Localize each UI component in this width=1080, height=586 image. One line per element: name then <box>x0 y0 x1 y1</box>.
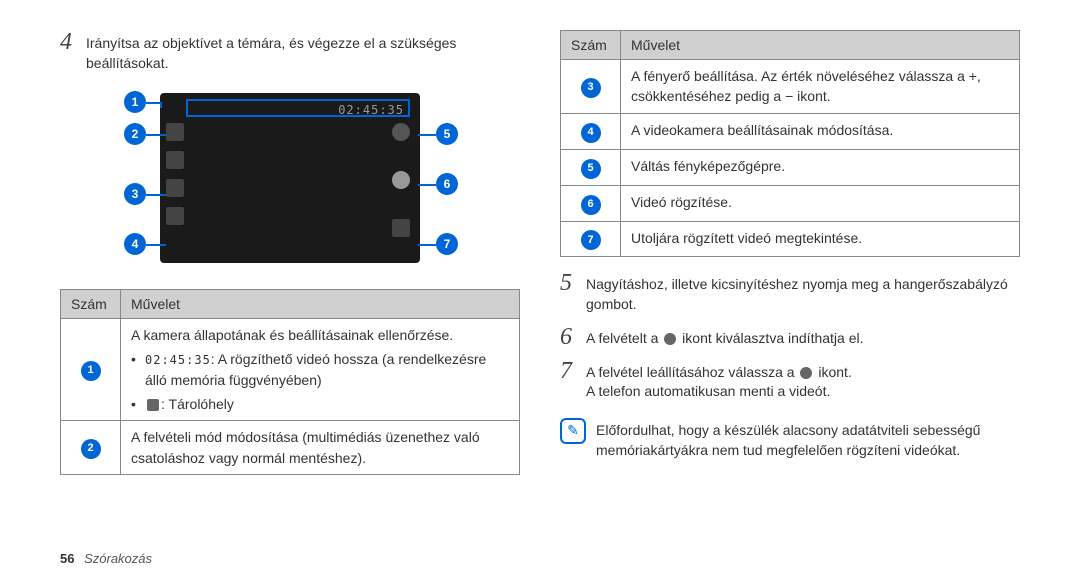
table-row: 7 Utoljára rögzített videó megtekintése. <box>561 221 1020 257</box>
mode-icon <box>166 123 184 141</box>
camera-screen: 02:45:35 <box>160 93 420 263</box>
callout-2: 2 <box>124 123 146 145</box>
step-7: 7 A felvétel leállításához válassza a ik… <box>560 359 1020 402</box>
step7-pre: A felvétel leállításához válassza a <box>586 364 798 380</box>
bullet-row: • 02:45:35: A rögzíthető videó hossza (a… <box>131 349 509 390</box>
left-column: 4 Irányítsa az objektívet a témára, és v… <box>60 30 520 566</box>
table-row: 2 A felvételi mód módosítása (multimédiá… <box>61 421 520 475</box>
page-footer: 56 Szórakozás <box>60 551 152 566</box>
callout-line <box>418 184 436 186</box>
table-row: 5 Váltás fényképezőgépre. <box>561 149 1020 185</box>
step7-post: ikont. <box>814 364 851 380</box>
table-row: 1 A kamera állapotának és beállításainak… <box>61 319 520 421</box>
section-title: Szórakozás <box>84 551 152 566</box>
row7-desc: Utoljára rögzített videó megtekintése. <box>621 221 1020 257</box>
badge-3: 3 <box>581 78 601 98</box>
callout-line <box>418 244 436 246</box>
callout-line <box>146 194 166 196</box>
step-number: 4 <box>60 30 78 54</box>
table-header-op: Művelet <box>621 31 1020 60</box>
note-box: ✎ Előfordulhat, hogy a készülék alacsony… <box>560 418 1020 461</box>
step-number: 5 <box>560 271 578 295</box>
bullet-row: • : Tárolóhely <box>131 394 509 414</box>
rec-time: 02:45:35 <box>338 103 404 117</box>
table-row: 6 Videó rögzítése. <box>561 185 1020 221</box>
b2-text: : Tárolóhely <box>161 396 234 412</box>
callout-line <box>418 134 436 136</box>
callout-4: 4 <box>124 233 146 255</box>
scn-icon <box>166 151 184 169</box>
callout-1: 1 <box>124 91 146 113</box>
row5-desc: Váltás fényképezőgépre. <box>621 149 1020 185</box>
note-icon: ✎ <box>560 418 586 444</box>
step-text: Nagyításhoz, illetve kicsinyítéshez nyom… <box>586 271 1020 314</box>
right-table: Szám Művelet 3 A fényerő beállítása. Az … <box>560 30 1020 257</box>
badge-1: 1 <box>81 361 101 381</box>
step-5: 5 Nagyításhoz, illetve kicsinyítéshez ny… <box>560 271 1020 314</box>
right-column: Szám Művelet 3 A fényerő beállítása. Az … <box>560 30 1020 566</box>
table-row: 3 A fényerő beállítása. Az érték növelés… <box>561 60 1020 114</box>
badge-4: 4 <box>581 123 601 143</box>
left-table: Szám Művelet 1 A kamera állapotának és b… <box>60 289 520 475</box>
step-text: A felvételt a ikont kiválasztva indíthat… <box>586 325 864 349</box>
storage-icon <box>147 399 159 411</box>
row2-desc: A felvételi mód módosítása (multimédiás … <box>121 421 520 475</box>
switch-camera-icon <box>392 123 410 141</box>
step-6: 6 A felvételt a ikont kiválasztva indíth… <box>560 325 1020 349</box>
row1-desc: A kamera állapotának és beállításainak e… <box>131 325 509 345</box>
table-header-num: Szám <box>561 31 621 60</box>
row6-desc: Videó rögzítése. <box>621 185 1020 221</box>
table-header-num: Szám <box>61 290 121 319</box>
callout-line <box>160 102 162 108</box>
camera-diagram: 02:45:35 1 2 3 4 5 6 <box>100 93 480 273</box>
shutter-icon <box>392 171 410 189</box>
lcd-code: 02:45:35 <box>145 353 211 367</box>
exposure-icon <box>166 179 184 197</box>
table-header-op: Művelet <box>121 290 520 319</box>
row4-desc: A videokamera beállításainak módosítása. <box>621 113 1020 149</box>
step-number: 7 <box>560 359 578 383</box>
callout-line <box>146 102 160 104</box>
badge-2: 2 <box>81 439 101 459</box>
badge-7: 7 <box>581 230 601 250</box>
callout-3: 3 <box>124 183 146 205</box>
callout-line <box>146 244 166 246</box>
row1-content: A kamera állapotának és beállításainak e… <box>121 319 520 421</box>
callout-line <box>146 134 166 136</box>
badge-5: 5 <box>581 159 601 179</box>
table-row: 4 A videokamera beállításainak módosítás… <box>561 113 1020 149</box>
settings-icon <box>166 207 184 225</box>
callout-7: 7 <box>436 233 458 255</box>
camera-right-icons <box>392 123 414 237</box>
step6-pre: A felvételt a <box>586 330 662 346</box>
step7-extra: A telefon automatikusan menti a videót. <box>586 382 852 402</box>
step-text: A felvétel leállításához válassza a ikon… <box>586 359 852 402</box>
note-text: Előfordulhat, hogy a készülék alacsony a… <box>596 418 1020 461</box>
step-4: 4 Irányítsa az objektívet a témára, és v… <box>60 30 520 73</box>
gallery-icon <box>392 219 410 237</box>
record-icon <box>664 333 676 345</box>
step6-post: ikont kiválasztva indíthatja el. <box>678 330 863 346</box>
callout-6: 6 <box>436 173 458 195</box>
stop-icon <box>800 367 812 379</box>
step-number: 6 <box>560 325 578 349</box>
row3-desc: A fényerő beállítása. Az érték növeléséh… <box>621 60 1020 114</box>
step-text: Irányítsa az objektívet a témára, és vég… <box>86 30 520 73</box>
camera-left-icons <box>166 123 186 225</box>
page-number: 56 <box>60 551 74 566</box>
camera-status-bar: 02:45:35 <box>186 99 410 117</box>
callout-5: 5 <box>436 123 458 145</box>
badge-6: 6 <box>581 195 601 215</box>
